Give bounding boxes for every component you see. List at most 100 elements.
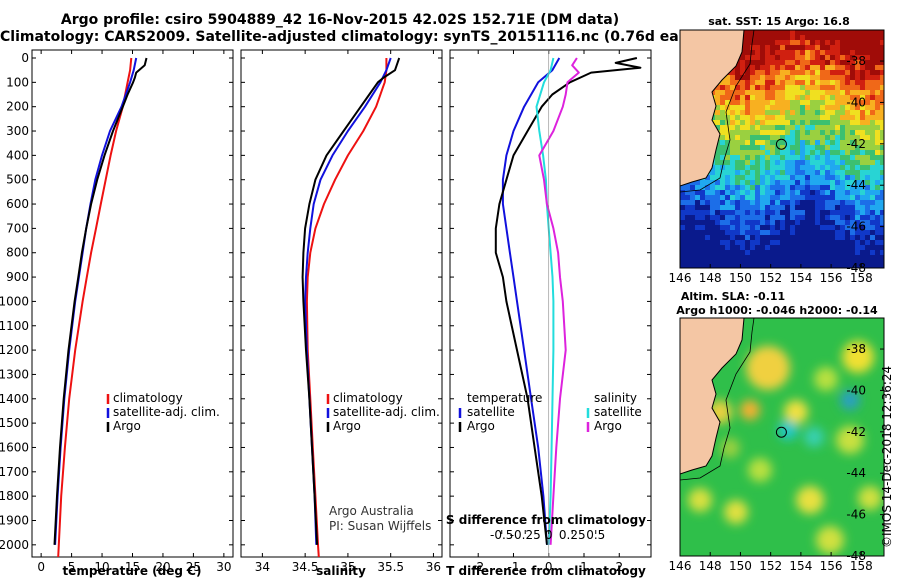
sst-cell [765, 120, 770, 125]
sst-cell [855, 105, 860, 110]
sst-cell [755, 195, 760, 200]
sst-cell [805, 210, 810, 215]
sst-cell [820, 60, 825, 65]
sst-cell [870, 120, 875, 125]
sst-cell [860, 160, 865, 165]
sst-cell [825, 260, 830, 265]
sst-cell [765, 95, 770, 100]
sst-cell [830, 240, 835, 245]
sst-cell [870, 210, 875, 215]
sst-cell [700, 230, 705, 235]
x-tick-label: 35 [340, 560, 355, 574]
sst-cell [840, 30, 845, 35]
sst-cell [805, 75, 810, 80]
sst-cell [865, 260, 870, 265]
sst-cell [845, 125, 850, 130]
sst-cell [715, 170, 720, 175]
sst-cell [795, 75, 800, 80]
x-tick-label: 30 [216, 560, 231, 574]
sst-cell [700, 210, 705, 215]
sst-cell [820, 85, 825, 90]
sst-cell [765, 35, 770, 40]
sst-cell [680, 255, 685, 260]
sst-cell [720, 235, 725, 240]
sst-cell [770, 240, 775, 245]
sst-cell [760, 250, 765, 255]
sst-cell [800, 110, 805, 115]
sst-argo-marker [775, 138, 787, 150]
depth-tick-label: 1500 [0, 416, 29, 430]
sst-cell [860, 35, 865, 40]
sst-cell [740, 175, 745, 180]
sst-cell [850, 100, 855, 105]
map-x-tick-label: 146 [669, 559, 692, 573]
sst-cell [790, 50, 795, 55]
sst-cell [815, 110, 820, 115]
sst-cell [855, 55, 860, 60]
sst-cell [815, 235, 820, 240]
sst-cell [785, 200, 790, 205]
sst-cell [835, 110, 840, 115]
sst-cell [795, 215, 800, 220]
sst-cell [845, 110, 850, 115]
sst-cell [715, 115, 720, 120]
sst-cell [865, 210, 870, 215]
sst-cell [765, 230, 770, 235]
sst-cell [830, 220, 835, 225]
map-y-tick-label: -46 [846, 220, 866, 234]
sst-cell [850, 195, 855, 200]
sst-cell [730, 150, 735, 155]
sst-cell [860, 185, 865, 190]
sst-cell [875, 70, 880, 75]
sst-cell [720, 170, 725, 175]
x-tick-label: 0 [37, 560, 45, 574]
sst-cell [725, 225, 730, 230]
sst-cell [695, 255, 700, 260]
sst-cell [805, 225, 810, 230]
sst-cell [790, 195, 795, 200]
sst-cell [760, 165, 765, 170]
sst-cell [845, 265, 850, 268]
sst-cell [870, 225, 875, 230]
sst-cell [770, 265, 775, 268]
sst-cell [760, 240, 765, 245]
sst-cell [820, 175, 825, 180]
sst-cell [715, 255, 720, 260]
sst-cell [820, 190, 825, 195]
sst-cell [805, 255, 810, 260]
sst-cell [800, 180, 805, 185]
sst-cell [750, 265, 755, 268]
sla-blob [804, 427, 824, 447]
sst-cell [850, 65, 855, 70]
sst-cell [820, 245, 825, 250]
sst-cell [810, 235, 815, 240]
sst-cell [825, 145, 830, 150]
sst-cell [860, 60, 865, 65]
sst-cell [830, 205, 835, 210]
sst-cell [715, 190, 720, 195]
sst-cell [845, 230, 850, 235]
sst-cell [855, 205, 860, 210]
sst-cell [785, 225, 790, 230]
s-tick-label: -0.5 [490, 528, 513, 542]
sst-cell [765, 200, 770, 205]
sst-cell [780, 255, 785, 260]
sst-cell [740, 50, 745, 55]
chart-title-line2: Climatology: CARS2009. Satellite-adjuste… [0, 29, 718, 45]
sst-cell [785, 260, 790, 265]
sst-cell [765, 85, 770, 90]
sst-cell [810, 250, 815, 255]
sst-cell [685, 200, 690, 205]
sst-cell [880, 30, 884, 35]
sst-cell [805, 240, 810, 245]
sst-cell [840, 245, 845, 250]
map-y-tick-label: -48 [846, 549, 866, 563]
sst-cell [830, 250, 835, 255]
sst-cell [860, 240, 865, 245]
sst-cell [855, 110, 860, 115]
sst-cell [880, 185, 884, 190]
sst-cell [735, 145, 740, 150]
sst-cell [840, 220, 845, 225]
sst-cell [795, 95, 800, 100]
sst-cell [875, 145, 880, 150]
